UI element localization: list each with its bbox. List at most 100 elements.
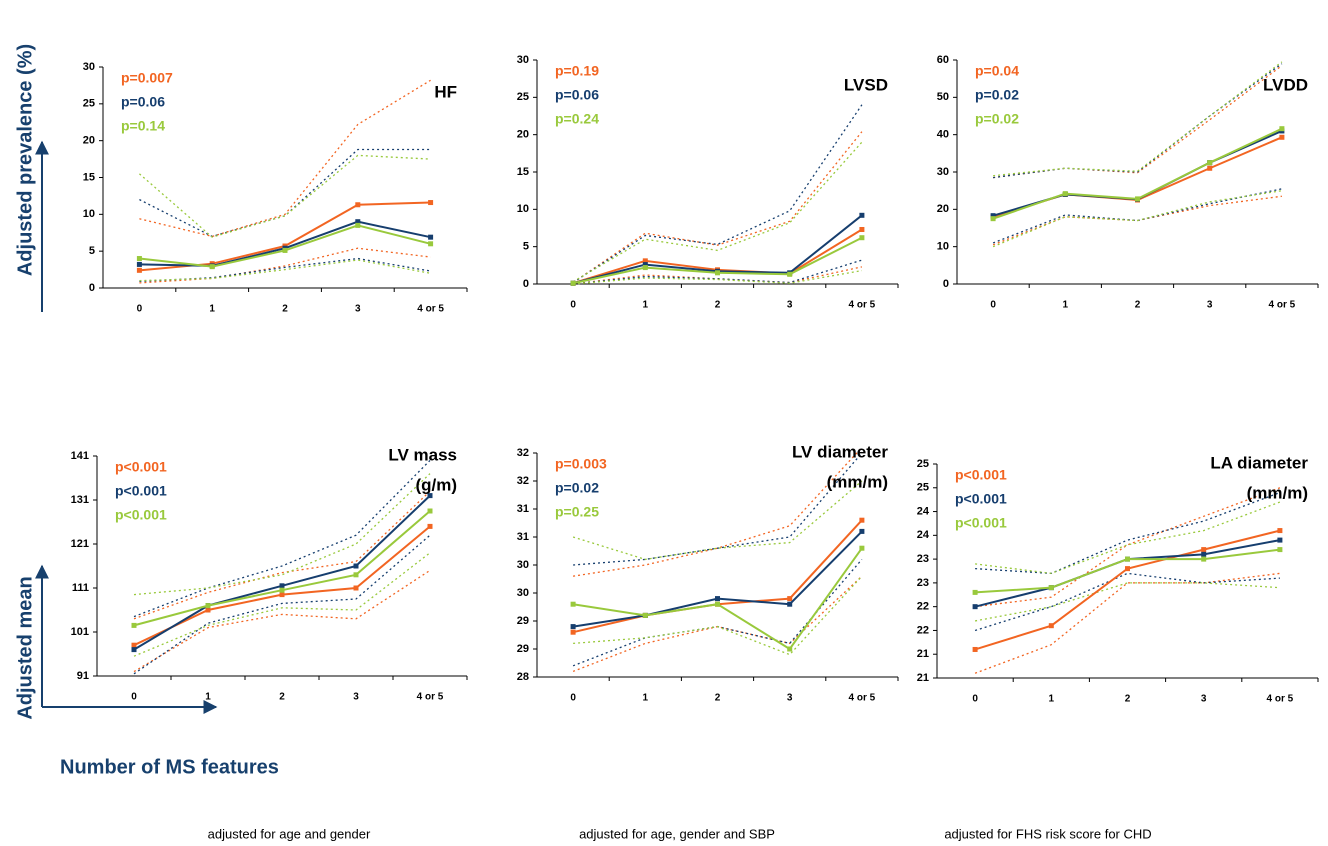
- chart-title: LVDD: [1263, 75, 1308, 94]
- x-tick-label: 3: [353, 692, 359, 703]
- note: adjusted for age and gender: [208, 826, 371, 841]
- x-tick-label: 3: [355, 304, 361, 315]
- y-tick-label: 24: [917, 505, 930, 517]
- y-tick-label: 20: [517, 129, 529, 141]
- point: [570, 624, 576, 630]
- point: [131, 647, 137, 653]
- ci-line: [139, 259, 431, 282]
- y-tick-label: 101: [71, 626, 89, 638]
- chart-subtitle: (mm/m): [827, 472, 888, 491]
- point: [427, 523, 433, 529]
- y-tick-label: 23: [917, 553, 929, 565]
- point: [131, 622, 137, 628]
- y-tick-label: 24: [917, 529, 930, 541]
- legend-entry: p<0.001: [955, 491, 1007, 507]
- point: [642, 265, 648, 271]
- y-tick-label: 29: [517, 615, 529, 627]
- legend-entry: p<0.001: [115, 459, 167, 475]
- legend-entry: p=0.25: [555, 504, 599, 520]
- ci-line: [573, 269, 863, 285]
- x-axis-label: Number of MS features: [60, 756, 279, 778]
- point: [355, 219, 361, 225]
- x-tick-label: 2: [715, 300, 721, 311]
- x-tick-label: 2: [1125, 694, 1131, 705]
- ci-line: [992, 188, 1283, 244]
- y-tick-label: 20: [937, 203, 949, 215]
- point: [642, 258, 648, 264]
- x-tick-label: 4 or 5: [1269, 300, 1296, 311]
- y-tick-label: 25: [83, 98, 95, 110]
- ci-line: [573, 266, 863, 285]
- y-tick-label: 23: [917, 577, 929, 589]
- legend-entry: p=0.06: [121, 94, 165, 110]
- y-tick-label: 0: [523, 278, 529, 290]
- y-tick-label: 50: [937, 91, 949, 103]
- ci-line: [138, 154, 431, 238]
- y-tick-label: 10: [937, 241, 949, 253]
- x-tick-label: 1: [643, 300, 649, 311]
- y-tick-label: 22: [917, 624, 929, 636]
- ci-line: [993, 63, 1283, 179]
- point: [972, 589, 978, 595]
- point: [1201, 551, 1207, 557]
- point: [1048, 585, 1054, 591]
- point: [353, 572, 359, 578]
- point: [787, 271, 793, 277]
- series-line: [139, 201, 431, 272]
- point: [428, 241, 434, 247]
- y-tick-label: 5: [523, 241, 529, 253]
- y-tick-label: 30: [517, 54, 529, 66]
- series-line: [992, 127, 1283, 220]
- legend-entry: p<0.001: [955, 467, 1007, 483]
- x-tick-label: 1: [205, 692, 211, 703]
- ci-line: [133, 552, 431, 657]
- point: [205, 603, 211, 609]
- chart-title: LV diameter: [792, 442, 888, 461]
- ci-line: [139, 79, 431, 238]
- point: [859, 235, 865, 241]
- point: [1279, 126, 1285, 132]
- point: [1201, 556, 1207, 562]
- ci-line: [133, 459, 431, 618]
- x-tick-label: 1: [643, 693, 649, 704]
- ci-line: [133, 490, 431, 620]
- point: [136, 256, 142, 262]
- point: [355, 222, 361, 228]
- point: [787, 646, 793, 652]
- series-line: [974, 539, 1281, 608]
- point: [972, 646, 978, 652]
- point: [1207, 165, 1213, 171]
- ci-line: [993, 65, 1283, 179]
- point: [787, 596, 793, 602]
- y-tick-label: 131: [71, 494, 89, 506]
- point: [1062, 191, 1068, 197]
- x-tick-label: 2: [1135, 300, 1141, 311]
- point: [131, 642, 137, 648]
- y-tick-label: 10: [83, 208, 95, 220]
- point: [279, 583, 285, 589]
- ci-line: [974, 572, 1280, 632]
- ci-line: [975, 501, 1281, 575]
- point: [715, 270, 720, 276]
- ci-line: [133, 569, 431, 673]
- point: [353, 585, 359, 591]
- point: [428, 200, 434, 206]
- legend-entry: p=0.003: [555, 456, 607, 472]
- y-tick-label: 15: [83, 171, 95, 183]
- ci-line: [572, 141, 863, 283]
- point: [355, 202, 361, 208]
- x-tick-label: 3: [1207, 300, 1213, 311]
- x-tick-label: 0: [570, 300, 576, 311]
- y-tick-label: 21: [917, 648, 929, 660]
- point: [1201, 547, 1207, 553]
- x-tick-label: 4 or 5: [417, 692, 444, 703]
- x-tick-label: 4 or 5: [417, 304, 444, 315]
- y-tick-label: 0: [89, 282, 95, 294]
- point: [715, 596, 720, 602]
- chart-title: LV mass: [388, 445, 457, 464]
- point: [859, 517, 865, 523]
- point: [1125, 556, 1130, 562]
- legend-entry: p<0.001: [115, 483, 167, 499]
- point: [427, 493, 433, 499]
